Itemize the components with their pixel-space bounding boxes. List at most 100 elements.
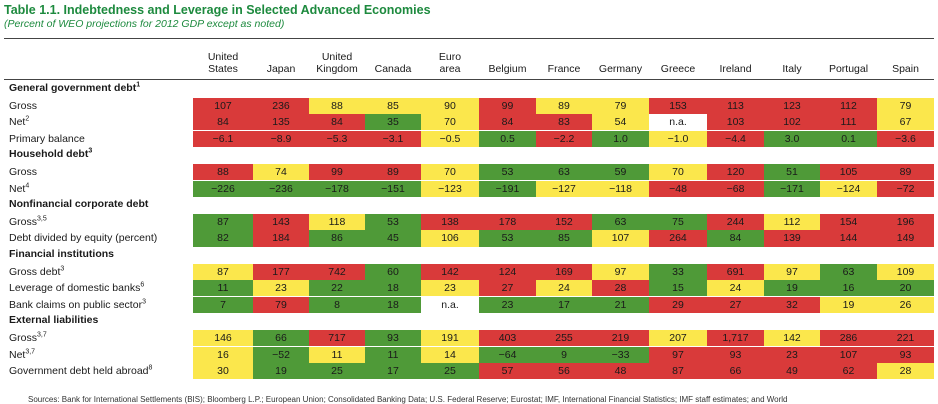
table-cell: 138 [421, 213, 479, 231]
column-header: Canada [374, 63, 412, 75]
table-cell: 54 [592, 114, 649, 131]
table-cell: 23 [253, 280, 309, 297]
table-cell: 184 [253, 230, 309, 247]
table-cell: 102 [764, 114, 820, 131]
row-label: Net4 [9, 182, 30, 195]
table-cell: 742 [309, 263, 365, 281]
table-cell: 32 [764, 296, 820, 314]
footnote-marker: 3,5 [37, 215, 47, 223]
table-cell: 28 [592, 280, 649, 297]
footnote-marker: 3,7 [37, 331, 47, 339]
table-cell: 24 [707, 280, 764, 297]
row-label-text: Net [9, 116, 26, 129]
row-label: Debt divided by equity (percent) [9, 232, 157, 244]
table-cell: 56 [536, 363, 592, 380]
table-cell: 18 [365, 280, 421, 297]
table-cell: 88 [309, 97, 365, 115]
row-label: Leverage of domestic banks6 [9, 282, 144, 295]
table-cell: −236 [253, 180, 309, 198]
table-cell: 25 [421, 363, 479, 380]
table-cell: 23 [479, 296, 536, 314]
section-heading-text: General government debt [9, 82, 137, 94]
column-header: Ireland [719, 63, 752, 75]
table-cell: 255 [536, 330, 592, 347]
row-divider [193, 196, 934, 198]
table-cell: 111 [820, 114, 877, 131]
table-cell: −8.9 [253, 130, 309, 148]
table-cell: 22 [309, 280, 365, 297]
section-heading: Nonfinancial corporate debt [9, 198, 148, 210]
table-cell: −178 [309, 180, 365, 198]
table-cell: −48 [649, 180, 707, 198]
section-heading-text: Financial institutions [9, 248, 115, 260]
table-cell: 53 [479, 164, 536, 181]
table-cell: 154 [820, 213, 877, 231]
table-cell: 144 [820, 230, 877, 247]
table-cell: 0.1 [820, 130, 877, 148]
table-cell: 60 [365, 263, 421, 281]
footnote-marker: 1 [136, 81, 141, 89]
table-cell: −4.4 [707, 130, 764, 148]
column-header: France [547, 63, 581, 75]
row-label-text: Net [9, 348, 26, 361]
table-cell: 1.0 [592, 130, 649, 148]
table-cell: 45 [365, 230, 421, 247]
table-cell: 143 [253, 213, 309, 231]
table-cell: −171 [764, 180, 820, 198]
table-cell: 33 [649, 263, 707, 281]
header-top-rule [4, 38, 934, 39]
table-cell: 14 [421, 346, 479, 364]
table-cell: 67 [877, 114, 934, 131]
table-cell: 118 [309, 213, 365, 231]
table-cell: 89 [877, 164, 934, 181]
table-cell: 20 [877, 280, 934, 297]
table-cell: 93 [707, 346, 764, 364]
table-cell: 23 [421, 280, 479, 297]
table-cell: −68 [707, 180, 764, 198]
section-heading: External liabilities [9, 314, 98, 326]
table-cell: 178 [479, 213, 536, 231]
table-cell: −118 [592, 180, 649, 198]
table-cell: 11 [193, 280, 253, 297]
column-header: United Kingdom [316, 51, 358, 75]
table-cell: 1,717 [707, 330, 764, 347]
table-cell: 219 [592, 330, 649, 347]
table-cell: 236 [253, 97, 309, 115]
table-cell: 79 [592, 97, 649, 115]
table-cell: 59 [592, 164, 649, 181]
table-cell: 48 [592, 363, 649, 380]
table-cell: 15 [649, 280, 707, 297]
table-cell: −191 [479, 180, 536, 198]
table-cell: 75 [649, 213, 707, 231]
table-cell: 70 [649, 164, 707, 181]
table-title: Table 1.1. Indebtedness and Leverage in … [4, 3, 431, 17]
row-label: Net3,7 [9, 348, 36, 361]
table-cell: 135 [253, 114, 309, 131]
table-cell: 139 [764, 230, 820, 247]
column-header: Spain [892, 63, 919, 75]
row-divider [193, 246, 934, 248]
table-cell: 107 [820, 346, 877, 364]
table-cell: 11 [309, 346, 365, 364]
footnote-marker: 4 [25, 182, 30, 190]
table-cell: −72 [877, 180, 934, 198]
table-subtitle: (Percent of WEO projections for 2012 GDP… [4, 18, 285, 30]
column-header: Greece [660, 63, 696, 75]
table-cell: 11 [365, 346, 421, 364]
section-heading: Household debt3 [9, 148, 92, 161]
table-cell: 66 [253, 330, 309, 347]
table-cell: 27 [707, 296, 764, 314]
row-label-text: Gross [9, 99, 38, 112]
section-heading-text: External liabilities [9, 314, 99, 327]
row-label: Gross3,7 [9, 331, 47, 345]
footnote-marker: 3,7 [25, 348, 36, 356]
row-label-text: Gross debt [9, 265, 61, 278]
table-cell: 89 [536, 97, 592, 115]
table-cell: −3.6 [877, 130, 934, 148]
table-cell: 8 [309, 296, 365, 314]
table-cell: 93 [365, 330, 421, 347]
table-cell: 7 [193, 296, 253, 314]
table-cell: 99 [309, 164, 365, 181]
table-cell: 107 [592, 230, 649, 247]
table-cell: 152 [536, 213, 592, 231]
